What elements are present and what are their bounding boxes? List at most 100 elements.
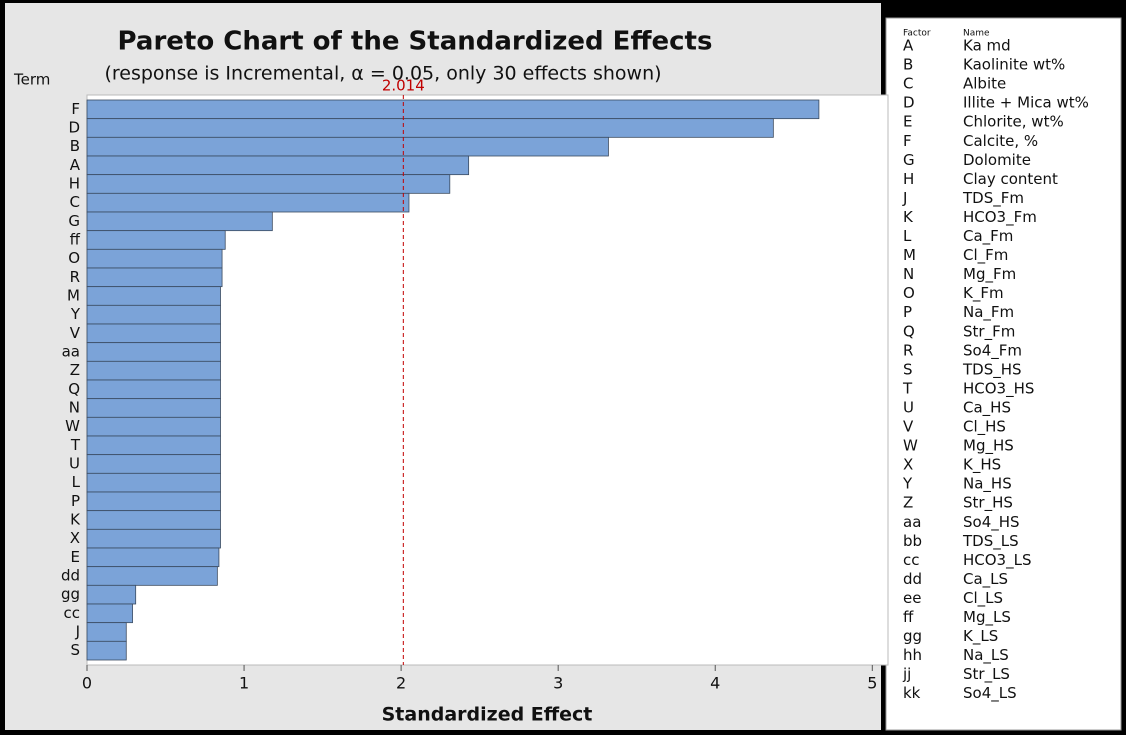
y-tick-label: gg — [61, 585, 80, 603]
y-tick-label: dd — [61, 567, 80, 585]
x-tick-label: 3 — [553, 674, 563, 693]
y-tick-label: G — [68, 212, 80, 230]
factor-code: H — [903, 170, 914, 188]
bar — [86, 304, 221, 325]
y-tick-label: K — [70, 511, 81, 529]
x-tick-label: 2 — [396, 674, 406, 693]
factor-code: Q — [903, 322, 915, 340]
factor-name: Kaolinite wt% — [963, 56, 1065, 74]
x-tick-label: 0 — [82, 674, 92, 693]
y-tick-label: F — [71, 100, 80, 118]
y-tick-label: X — [70, 529, 80, 547]
factor-name: Mg_HS — [963, 437, 1014, 456]
factor-name: Ca_Fm — [963, 227, 1013, 246]
y-tick-label: D — [68, 119, 80, 137]
factor-name: So4_LS — [963, 684, 1017, 703]
x-tick-label: 5 — [867, 674, 877, 693]
factor-code: ff — [903, 608, 914, 626]
x-tick-label: 1 — [239, 674, 249, 693]
y-tick-label: M — [67, 287, 80, 305]
factor-code: aa — [903, 513, 921, 531]
factor-code: V — [903, 418, 914, 436]
factor-code: J — [902, 189, 907, 207]
bar — [86, 398, 221, 418]
y-tick-label: E — [71, 548, 80, 566]
factor-name: TDS_HS — [962, 360, 1022, 379]
bar — [86, 454, 221, 474]
factor-code: bb — [903, 532, 922, 550]
factor-code: K — [903, 208, 914, 226]
bar — [86, 622, 127, 642]
bar — [86, 286, 221, 306]
y-tick-label: cc — [64, 604, 81, 622]
bar — [86, 584, 137, 605]
factor-code: F — [903, 132, 912, 150]
factor-name: Str_LS — [963, 665, 1010, 684]
y-tick-label: B — [70, 137, 80, 155]
y-tick-label: W — [65, 417, 80, 435]
factor-code: S — [903, 360, 913, 378]
factor-code: Y — [902, 475, 913, 493]
factor-name: K_LS — [963, 627, 998, 646]
factor-name: Str_Fm — [963, 322, 1015, 341]
factor-name: Str_HS — [963, 494, 1013, 513]
bar — [86, 510, 221, 530]
factor-name: Cl_Fm — [963, 246, 1008, 265]
y-tick-label: O — [68, 249, 80, 267]
factor-code: E — [903, 113, 912, 131]
factor-name: HCO3_HS — [963, 379, 1034, 398]
factor-code: gg — [903, 627, 922, 645]
x-tick-label: 4 — [710, 674, 720, 693]
y-tick-label: T — [70, 436, 81, 454]
factor-name: Clay content — [963, 170, 1058, 188]
chart-subtitle: (response is Incremental, α = 0.05, only… — [104, 63, 661, 85]
factor-name: Cl_HS — [963, 418, 1006, 437]
y-tick-label: P — [71, 492, 80, 510]
factor-name: So4_Fm — [963, 341, 1022, 360]
factor-name: TDS_LS — [962, 532, 1019, 551]
factor-name: Na_Fm — [963, 303, 1014, 322]
factor-name: Mg_Fm — [963, 265, 1016, 284]
factor-code: D — [903, 94, 915, 112]
y-tick-label: V — [70, 324, 81, 342]
bar — [86, 267, 223, 288]
factor-code: M — [903, 246, 916, 264]
factor-name: K_Fm — [963, 284, 1004, 303]
factor-code: L — [903, 227, 912, 245]
factor-code: C — [903, 75, 913, 93]
factor-name: Na_LS — [963, 646, 1009, 665]
bar — [86, 248, 223, 269]
factor-code: A — [903, 37, 914, 55]
y-tick-label: U — [69, 455, 80, 473]
bar — [86, 99, 820, 120]
factor-code: P — [903, 303, 912, 321]
factor-code: dd — [903, 570, 922, 588]
factor-code: R — [903, 341, 913, 359]
bar — [86, 528, 221, 549]
factor-name: Ka md — [963, 37, 1011, 55]
bar — [86, 603, 133, 624]
bar — [86, 211, 273, 232]
factor-name: Mg_LS — [963, 608, 1011, 627]
factor-name: Na_HS — [963, 475, 1012, 494]
factor-code: G — [903, 151, 915, 169]
factor-code: Z — [903, 494, 913, 512]
y-tick-label: H — [69, 175, 80, 193]
y-tick-label: J — [75, 623, 80, 641]
bar — [86, 118, 774, 138]
factor-code: cc — [903, 551, 920, 569]
y-tick-label: C — [70, 193, 80, 211]
y-tick-label: Q — [68, 380, 80, 398]
bar — [86, 379, 221, 400]
chart-title: Pareto Chart of the Standardized Effects — [118, 27, 713, 57]
factor-code: X — [903, 456, 913, 474]
factor-name: Ca_LS — [963, 570, 1008, 589]
factor-code: W — [903, 437, 918, 455]
factor-name: Calcite, % — [963, 132, 1038, 150]
reference-label: 2.014 — [382, 77, 425, 95]
factor-code: ee — [903, 589, 921, 607]
factor-name: So4_HS — [963, 513, 1020, 532]
bar — [86, 155, 470, 176]
